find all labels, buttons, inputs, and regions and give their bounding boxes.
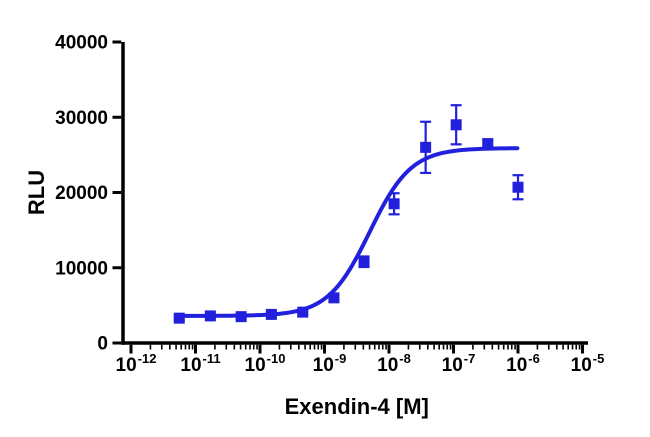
y-tick-label: 20000	[55, 183, 108, 204]
data-point	[173, 312, 185, 324]
error-bars	[173, 104, 524, 322]
x-tick-label: 10-6	[506, 351, 540, 376]
y-tick-label: 30000	[55, 108, 108, 129]
x-axis-title: Exendin-4 [M]	[285, 394, 429, 419]
fit-curve	[177, 146, 520, 318]
data-point	[297, 306, 309, 318]
y-axis-ticks: 0 10000 20000 30000 40000	[55, 33, 122, 355]
y-tick-label: 40000	[55, 33, 108, 54]
data-point	[450, 119, 462, 131]
y-axis-title: RLU	[24, 170, 49, 215]
x-tick-label: 10-10	[245, 351, 286, 376]
data-point	[204, 310, 216, 322]
x-tick-label: 10-12	[116, 351, 157, 376]
x-tick-label: 10-8	[377, 351, 411, 376]
x-axis-ticks: 10-12 10-11 10-10 10-9 10-8 10-7 10-6 10-5	[116, 344, 605, 376]
data-point	[358, 256, 370, 268]
x-tick-label: 10-9	[313, 351, 347, 376]
x-tick-label: 10-5	[571, 351, 605, 376]
data-point	[512, 181, 524, 193]
data-point	[482, 138, 494, 150]
y-tick-label: 0	[97, 334, 108, 355]
data-points	[173, 119, 524, 324]
data-point	[328, 292, 340, 304]
axes	[121, 42, 588, 345]
data-point	[265, 308, 277, 320]
x-axis-minor-ticks	[149, 344, 581, 350]
x-tick-label: 10-11	[180, 351, 220, 376]
data-point	[420, 141, 432, 153]
data-point	[235, 311, 247, 323]
data-point	[388, 198, 400, 210]
x-tick-label: 10-7	[442, 351, 476, 376]
y-tick-label: 10000	[55, 258, 108, 279]
